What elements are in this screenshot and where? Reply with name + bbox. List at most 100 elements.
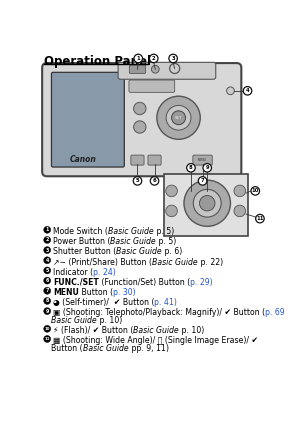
Text: Indicator (: Indicator ( [53, 268, 93, 277]
Text: 6: 6 [46, 278, 49, 283]
FancyBboxPatch shape [42, 63, 241, 176]
Circle shape [44, 226, 51, 233]
Circle shape [44, 236, 51, 243]
Text: p. 29): p. 29) [190, 278, 213, 287]
Text: Button (: Button ( [52, 344, 83, 353]
Text: p. 10): p. 10) [179, 326, 204, 335]
Circle shape [134, 54, 142, 63]
Circle shape [44, 308, 51, 315]
Circle shape [149, 54, 158, 63]
Text: FUNC./SET: FUNC./SET [53, 278, 99, 287]
Circle shape [200, 195, 215, 211]
Circle shape [44, 287, 51, 294]
Text: p. 6): p. 6) [162, 247, 182, 256]
FancyBboxPatch shape [52, 72, 124, 167]
Text: Canon: Canon [70, 155, 97, 164]
FancyBboxPatch shape [131, 155, 144, 165]
FancyBboxPatch shape [193, 155, 212, 165]
Circle shape [157, 96, 200, 139]
Text: ⚡ (Flash)/ ✔ Button (: ⚡ (Flash)/ ✔ Button ( [53, 326, 134, 335]
Circle shape [251, 187, 260, 195]
Circle shape [150, 177, 159, 185]
Text: Basic Guide: Basic Guide [52, 316, 97, 325]
Circle shape [169, 63, 180, 74]
Text: Basic Guide: Basic Guide [116, 247, 162, 256]
Text: ◕ (Self-timer)/  ✔ Button (: ◕ (Self-timer)/ ✔ Button ( [53, 298, 154, 307]
Text: Shutter Button (: Shutter Button ( [53, 247, 116, 256]
Text: 4: 4 [46, 258, 49, 263]
Circle shape [44, 247, 51, 253]
Text: p. 5): p. 5) [156, 237, 176, 246]
Circle shape [256, 214, 264, 223]
Circle shape [234, 185, 246, 197]
Text: Basic Guide: Basic Guide [108, 227, 154, 236]
FancyBboxPatch shape [164, 174, 248, 236]
Text: 3: 3 [46, 247, 49, 253]
Circle shape [166, 185, 177, 197]
Circle shape [169, 54, 177, 63]
Text: 1: 1 [46, 227, 49, 232]
Text: (Function/Set) Button (: (Function/Set) Button ( [99, 278, 190, 287]
Circle shape [172, 111, 185, 125]
FancyBboxPatch shape [129, 65, 146, 74]
Text: ▦ (Shooting: Wide Angle)/ ⎐ (Single Image Erase)/ ✔: ▦ (Shooting: Wide Angle)/ ⎐ (Single Imag… [53, 336, 258, 345]
Text: Mode Switch (: Mode Switch ( [53, 227, 108, 236]
Text: p. 30): p. 30) [113, 288, 136, 297]
Text: Operation Panel: Operation Panel [44, 55, 151, 68]
Circle shape [184, 180, 230, 226]
Circle shape [134, 102, 146, 115]
Text: p. 69: p. 69 [265, 308, 285, 317]
Text: SET: SET [175, 116, 182, 120]
Circle shape [243, 87, 252, 95]
Circle shape [187, 164, 195, 172]
Circle shape [44, 257, 51, 264]
Text: ↗∼ (Print/Share) Button (: ↗∼ (Print/Share) Button ( [53, 258, 152, 266]
Circle shape [166, 205, 177, 217]
Text: pp. 9, 11): pp. 9, 11) [129, 344, 169, 353]
Circle shape [166, 105, 191, 130]
Text: 10: 10 [44, 327, 50, 331]
Circle shape [44, 297, 51, 305]
Text: 6: 6 [153, 179, 156, 184]
Text: p. 41): p. 41) [154, 298, 177, 307]
Text: Basic Guide: Basic Guide [110, 237, 156, 246]
Circle shape [193, 190, 221, 217]
Text: 8: 8 [189, 165, 193, 170]
Text: Button (: Button ( [79, 288, 113, 297]
Text: 11: 11 [44, 337, 50, 341]
Circle shape [198, 177, 207, 185]
Text: MENU: MENU [53, 288, 79, 297]
Text: p. 24): p. 24) [93, 268, 116, 277]
Text: 2: 2 [152, 56, 156, 61]
Text: 9: 9 [45, 309, 49, 313]
Text: 4: 4 [246, 88, 249, 93]
Text: 10: 10 [252, 188, 259, 193]
Circle shape [44, 325, 51, 332]
FancyBboxPatch shape [129, 80, 175, 92]
Text: p. 22): p. 22) [198, 258, 223, 266]
Text: MENU: MENU [198, 158, 207, 162]
Circle shape [234, 205, 246, 217]
Text: 3: 3 [171, 56, 175, 61]
Circle shape [133, 177, 142, 185]
FancyBboxPatch shape [148, 155, 161, 165]
Text: Basic Guide: Basic Guide [134, 326, 179, 335]
Circle shape [134, 121, 146, 133]
Text: 5: 5 [136, 179, 139, 184]
Text: 8: 8 [46, 299, 49, 303]
Text: p. 5): p. 5) [154, 227, 174, 236]
Text: 7: 7 [201, 179, 204, 184]
Circle shape [203, 164, 212, 172]
Circle shape [44, 277, 51, 284]
Text: 1: 1 [136, 56, 140, 61]
Text: 9: 9 [206, 165, 209, 170]
Circle shape [44, 335, 51, 343]
Text: 7: 7 [46, 288, 49, 293]
Text: Basic Guide: Basic Guide [152, 258, 198, 266]
Text: p. 10): p. 10) [97, 316, 122, 325]
Circle shape [152, 66, 159, 73]
Text: Basic Guide: Basic Guide [83, 344, 129, 353]
Circle shape [44, 267, 51, 274]
Text: ▣ (Shooting: Telephoto/Playback: Magnify)/ ✔ Button (: ▣ (Shooting: Telephoto/Playback: Magnify… [53, 308, 265, 317]
Text: Power Button (: Power Button ( [53, 237, 110, 246]
